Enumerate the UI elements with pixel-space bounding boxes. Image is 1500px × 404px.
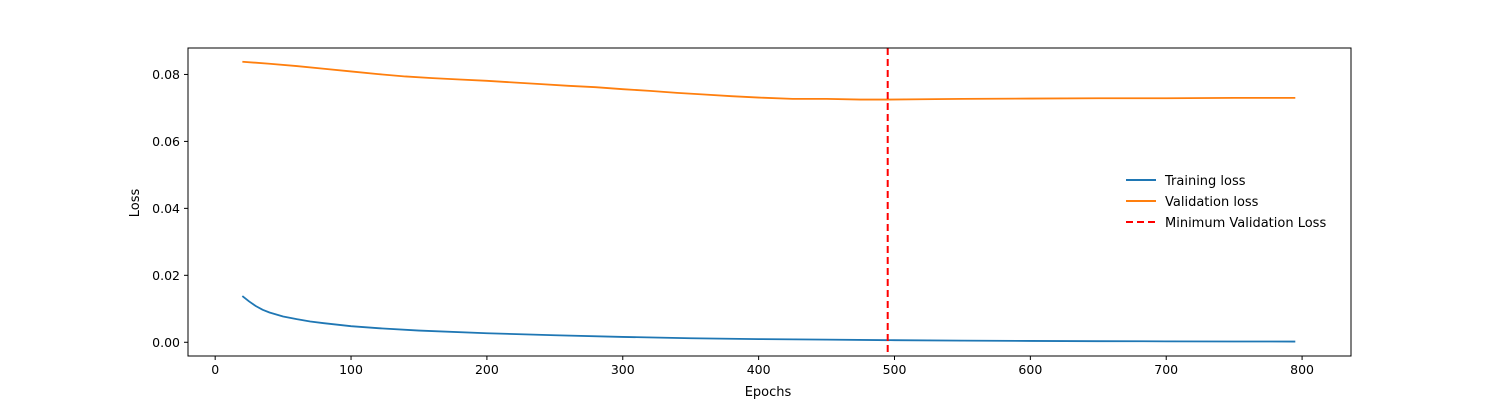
x-axis-ticks: 0 100 200 300 400 500 600 700 800	[211, 356, 1314, 377]
legend-label-validation-loss: Validation loss	[1165, 195, 1259, 210]
legend: Training loss Validation loss Minimum Va…	[1126, 174, 1326, 231]
y-tick-label: 0.06	[152, 134, 180, 149]
legend-label-training-loss: Training loss	[1164, 174, 1246, 189]
x-tick-label: 700	[1154, 362, 1178, 377]
x-tick-label: 400	[747, 362, 771, 377]
x-tick-label: 200	[475, 362, 499, 377]
y-axis-ticks: 0.00 0.02 0.04 0.06 0.08	[152, 67, 188, 350]
y-tick-label: 0.00	[152, 335, 180, 350]
x-tick-label: 300	[611, 362, 635, 377]
axes-frame	[187, 47, 1352, 357]
x-tick-label: 800	[1290, 362, 1314, 377]
x-tick-label: 600	[1018, 362, 1042, 377]
legend-label-minimum-validation-loss: Minimum Validation Loss	[1165, 216, 1326, 231]
y-tick-label: 0.02	[152, 268, 180, 283]
y-axis-label: Loss	[128, 189, 143, 218]
x-tick-label: 0	[211, 362, 219, 377]
x-axis-label: Epochs	[745, 385, 792, 400]
y-tick-label: 0.08	[152, 67, 180, 82]
plot-lines	[241, 48, 1296, 356]
y-tick-label: 0.04	[152, 201, 180, 216]
series-line-training-loss	[241, 295, 1296, 343]
x-tick-label: 500	[883, 362, 907, 377]
series-line-validation-loss	[242, 60, 1296, 101]
axes-border	[187, 47, 1352, 357]
x-tick-label: 100	[339, 362, 363, 377]
